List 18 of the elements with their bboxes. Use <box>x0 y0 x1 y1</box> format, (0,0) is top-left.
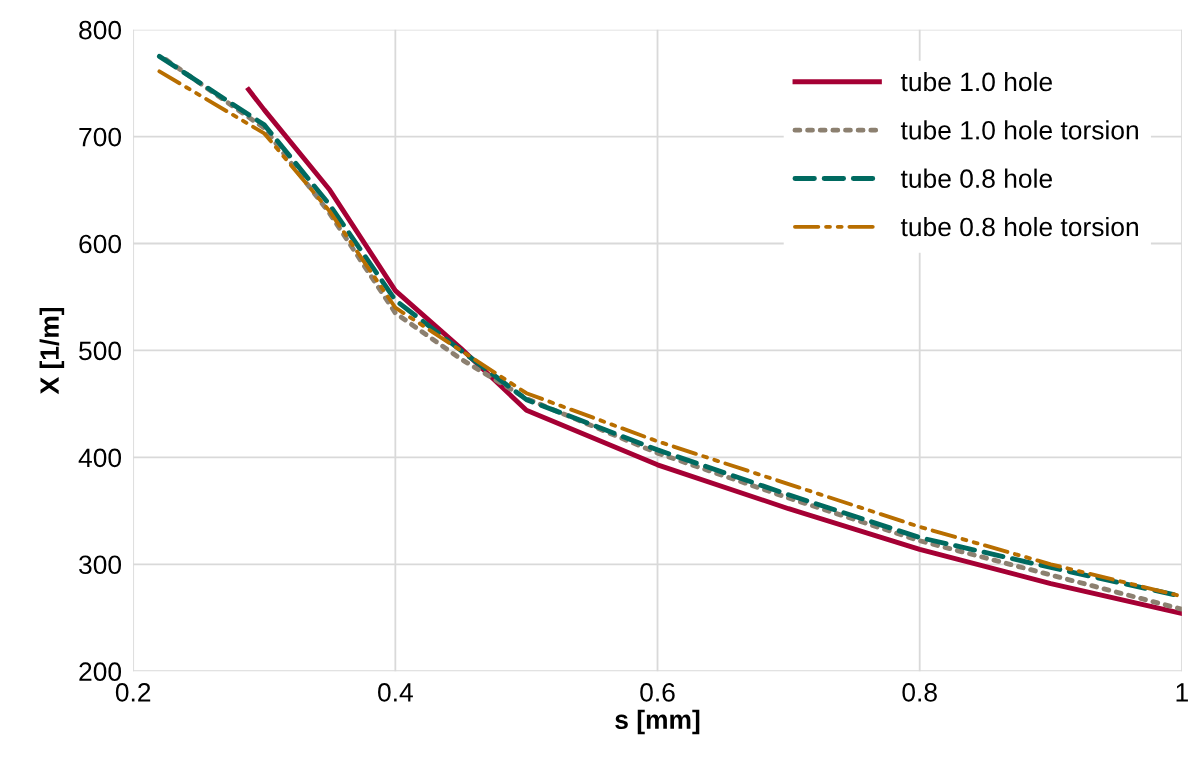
x-axis-title: s [mm] <box>615 709 700 735</box>
x-tick-label: 0.4 <box>378 683 413 702</box>
x-tick-label: 0.6 <box>640 683 675 702</box>
legend-label: tube 0.8 hole torsion <box>900 216 1138 237</box>
y-tick-label: 500 <box>79 341 122 361</box>
y-tick-label: 800 <box>79 20 122 40</box>
y-tick-label: 400 <box>78 448 122 468</box>
x-tick-label: 0.8 <box>902 683 937 702</box>
y-tick-label: 700 <box>79 127 122 147</box>
y-tick-label: 300 <box>79 555 122 575</box>
legend-label: tube 1.0 hole <box>900 71 1052 92</box>
x-tick-label: 0.2 <box>115 683 151 702</box>
legend-label: tube 0.8 hole <box>900 168 1052 188</box>
x-tick-label: 1 <box>1176 683 1188 702</box>
y-axis-title: X [1/m] <box>39 307 65 395</box>
legend-label: tube 1.0 hole torsion <box>900 120 1138 140</box>
y-tick-label: 600 <box>79 234 122 254</box>
y-tick-label: 200 <box>79 662 122 682</box>
